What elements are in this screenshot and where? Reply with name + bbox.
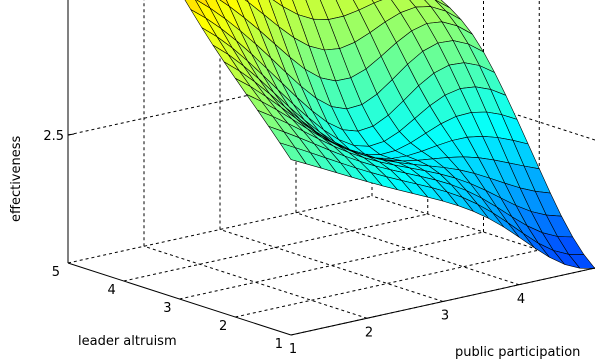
y-axis-line [67, 262, 292, 336]
x-tick-label: 3 [441, 309, 449, 324]
floor-grid-x [143, 245, 368, 319]
y-tick-label: 3 [163, 301, 171, 316]
x-axis-label: public participation [455, 345, 580, 360]
x-tick-label: 1 [289, 342, 297, 357]
z-tick-label: 2.5 [43, 129, 64, 144]
y-tick-label: 5 [52, 265, 60, 280]
floor-grid-x [295, 212, 520, 286]
surface-mesh [184, 0, 595, 269]
y-tick-label: 1 [275, 337, 283, 352]
y-tick-label: 2 [219, 319, 227, 334]
floor-back-edge [67, 195, 373, 264]
x-tick-label: 2 [365, 325, 373, 340]
floor-grid-y [123, 213, 428, 282]
x-tick-label: 4 [517, 292, 525, 307]
axes-front-frame [67, 0, 595, 336]
z-tick-mark [67, 133, 75, 136]
z-axis-label: effectiveness [9, 135, 24, 222]
floor-grid-x [219, 229, 444, 302]
y-tick-label: 4 [107, 283, 115, 298]
floor-grid-y [179, 231, 484, 300]
floor-grid-y [235, 249, 540, 318]
surface-patch [279, 142, 307, 165]
y-axis-label: leader altruism [78, 334, 177, 349]
x-axis-line [290, 267, 595, 336]
